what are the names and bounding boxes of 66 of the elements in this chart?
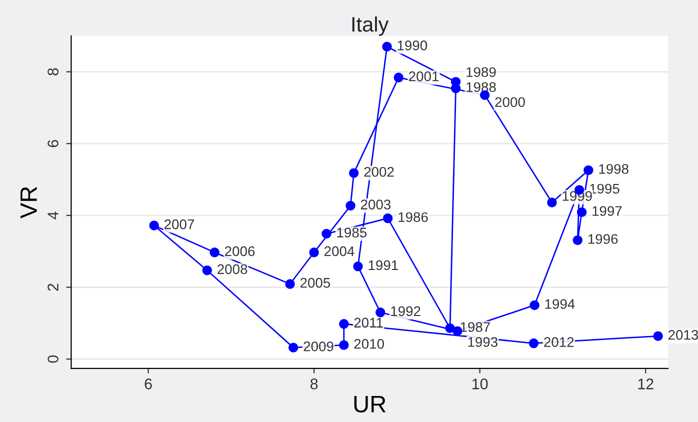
y-tick-label: 2 xyxy=(48,284,58,291)
point xyxy=(202,266,212,276)
point xyxy=(339,340,349,350)
annotation: 1987 xyxy=(460,322,490,332)
point xyxy=(288,342,298,352)
annotation: 1989 xyxy=(466,67,496,78)
point xyxy=(348,168,359,178)
point xyxy=(339,319,349,329)
point xyxy=(653,331,663,341)
annotation: 2003 xyxy=(360,200,391,210)
annotation: 2012 xyxy=(544,337,574,347)
point xyxy=(309,248,319,258)
point xyxy=(394,72,404,82)
point xyxy=(452,326,462,336)
y-tick-label: 4 xyxy=(48,212,58,220)
x-tick-label: 6 xyxy=(144,378,152,390)
annotation: 1990 xyxy=(398,40,428,50)
annotation: 2011 xyxy=(354,318,383,328)
annotation: 1991 xyxy=(368,260,398,270)
annotation: 2004 xyxy=(324,246,354,256)
point xyxy=(210,248,220,258)
point xyxy=(149,220,159,230)
annotation: 2010 xyxy=(354,338,384,349)
point xyxy=(547,198,557,208)
point xyxy=(322,228,332,239)
point xyxy=(576,207,587,218)
point xyxy=(584,165,594,176)
y-tick-label: 6 xyxy=(48,140,58,148)
annotation: 1994 xyxy=(545,299,575,309)
annotation: 2000 xyxy=(495,97,525,108)
annotation: 1995 xyxy=(590,184,620,194)
annotation: 2009 xyxy=(304,341,334,352)
point xyxy=(285,279,295,289)
point xyxy=(450,76,461,87)
annotation: 1998 xyxy=(599,164,628,174)
point xyxy=(572,235,582,246)
point xyxy=(353,262,363,272)
annotation: 2001 xyxy=(409,71,439,82)
point xyxy=(445,323,455,334)
point xyxy=(528,338,539,348)
x-tick-label: 8 xyxy=(310,378,318,390)
x-tick-label: 12 xyxy=(638,378,654,390)
point xyxy=(382,213,393,224)
annotation: 1993 xyxy=(468,337,498,347)
annotation: 1992 xyxy=(391,306,420,316)
annotation: 1985 xyxy=(337,228,367,238)
annotation: 1997 xyxy=(592,206,622,216)
point xyxy=(382,42,392,52)
y-tick-label: 0 xyxy=(48,355,58,363)
annotation: 1986 xyxy=(398,212,428,222)
x-axis-title: UR xyxy=(354,396,386,412)
annotation: 2008 xyxy=(218,264,248,274)
annotation: 2006 xyxy=(225,246,255,256)
chart-title: Italy xyxy=(352,16,389,36)
y-axis-title: VR xyxy=(20,186,37,218)
point xyxy=(530,300,540,310)
point xyxy=(376,308,386,318)
annotation: 1988 xyxy=(466,82,496,92)
annotation: 2002 xyxy=(364,166,394,177)
annotation: 2013 xyxy=(668,330,698,340)
x-tick-label: 10 xyxy=(472,378,488,390)
annotation: 2007 xyxy=(164,219,194,230)
annotation: 1996 xyxy=(588,234,618,244)
annotation: 2005 xyxy=(300,278,330,288)
point xyxy=(346,200,356,211)
y-tick-label: 8 xyxy=(48,68,58,76)
